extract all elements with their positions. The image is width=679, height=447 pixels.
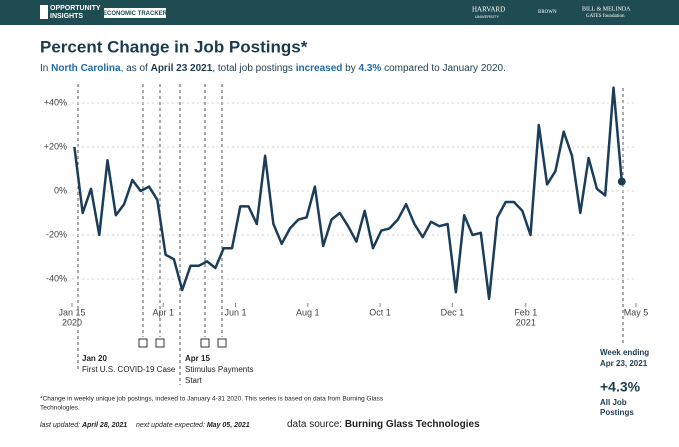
y-tick-label: -40% [46, 273, 67, 283]
next-update: next update expected: May 05, 2021 [136, 422, 250, 429]
chart-title: Percent Change in Job Postings* [40, 37, 308, 56]
annotation: Jan 20 [82, 354, 107, 363]
annotation: All Job [600, 398, 627, 407]
x-tick-label: Jan 15 [58, 307, 85, 317]
series-line [73, 86, 624, 301]
subtitle-part: 4.3% [359, 63, 382, 74]
x-tick-label: Oct 1 [369, 307, 391, 317]
harvard: HARVARD [472, 6, 505, 14]
x-tick-year: 2020 [62, 317, 82, 327]
subtitle-part: by [342, 63, 358, 74]
updated: last updated: April 28, 2021 [40, 422, 127, 429]
gates: BILL & MELINDA [582, 6, 631, 12]
x-tick-label: Apr 1 [152, 307, 174, 317]
tracker: ECONOMIC TRACKER [103, 11, 168, 17]
source-label: data source: [287, 419, 345, 430]
subtitle-part: , total job postings [212, 63, 295, 74]
event-icon [155, 338, 165, 348]
subtitle-part: In [40, 63, 51, 74]
x-tick-label: Jun 1 [224, 307, 246, 317]
end-dot [617, 177, 626, 186]
callout: +4.3% [600, 379, 641, 395]
logo-icon [40, 5, 48, 19]
x-tick-label: Aug 1 [296, 307, 320, 317]
logo: INSIGHTS [50, 13, 83, 20]
x-tick-label: Feb 1 [514, 307, 537, 317]
logo: OPPORTUNITY [50, 5, 101, 12]
footnote: *Change in weekly unique job postings, i… [40, 396, 384, 403]
updated-label: last updated: [40, 422, 82, 429]
next-label: next update expected: [136, 422, 207, 429]
source: data source: Burning Glass Technologies [287, 419, 480, 430]
y-tick-label: +20% [44, 141, 67, 151]
annotation: First U.S. COVID-19 Case [82, 365, 176, 374]
annotation: Apr 15 [185, 354, 210, 363]
annotation: Stimulus Payments [185, 365, 253, 374]
subtitle-part: compared to January 2020. [381, 63, 506, 74]
harvard-sub: UNIVERSITY [475, 14, 499, 19]
footnote: Technologies. [40, 405, 80, 412]
event-icon [200, 338, 210, 348]
header-bar [0, 0, 679, 25]
x-tick-year: 2021 [516, 317, 536, 327]
annotation: Postings [600, 408, 634, 417]
source-name: Burning Glass Technologies [345, 419, 480, 430]
updated-date: April 28, 2021 [81, 422, 127, 429]
event-icon [217, 338, 227, 348]
y-tick-label: -20% [46, 229, 67, 239]
gates: GATES foundation [586, 14, 625, 19]
subtitle-part: North Carolina [51, 63, 121, 74]
tracker-box [104, 8, 166, 18]
subtitle: In North Carolina, as of April 23 2021, … [40, 63, 506, 74]
annotation: Week ending [600, 348, 649, 357]
subtitle-part: , as of [121, 63, 151, 74]
next-date: May 05, 2021 [207, 422, 250, 429]
subtitle-part: increased [296, 63, 343, 74]
annotation: Start [185, 376, 203, 385]
event-icon [138, 338, 148, 348]
subtitle-part: April 23 2021 [151, 63, 213, 74]
y-tick-label: 0% [54, 185, 67, 195]
x-tick-label: May 5 [624, 307, 649, 317]
x-tick-label: Dec 1 [441, 307, 465, 317]
annotation: Apr 23, 2021 [600, 359, 648, 368]
y-tick-label: +40% [44, 97, 67, 107]
brown: BROWN [538, 10, 557, 15]
